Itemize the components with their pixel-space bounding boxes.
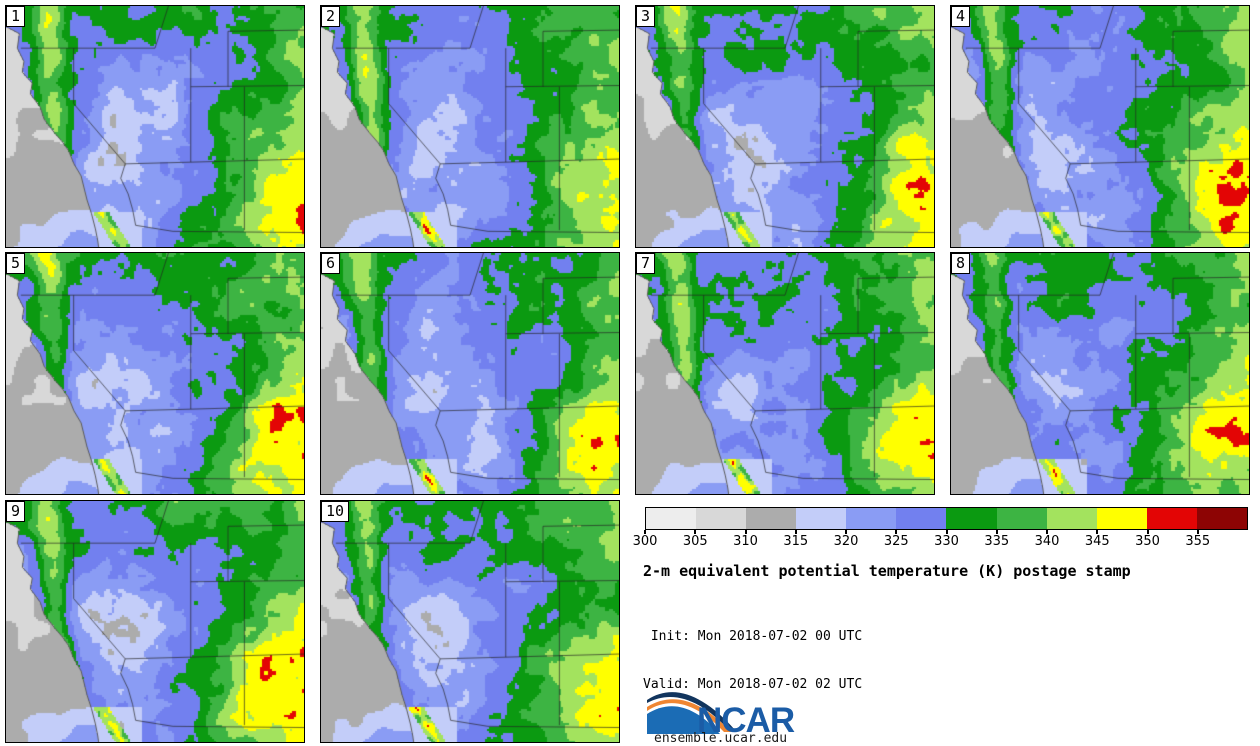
colorbar-tick [1096, 530, 1099, 534]
colorbar-segment [796, 508, 847, 529]
colorbar-tick-label: 310 [733, 534, 758, 549]
colorbar-segment [996, 508, 1047, 529]
map-stamp-panel: 10 [320, 500, 620, 743]
colorbar-tick [744, 530, 747, 534]
colorbar-tick-label: 305 [682, 534, 708, 549]
ncar-logo-text: NCAR [697, 701, 795, 736]
colorbar-tick-label: 350 [1135, 534, 1160, 549]
ncar-logo: NCAR [647, 692, 796, 736]
colorbar-tick-label: 300 [632, 534, 658, 549]
map-stamp-panel: 1 [5, 5, 305, 248]
colorbar-segment [1196, 508, 1247, 529]
colorbar-tick [694, 530, 697, 534]
colorbar-segment [1146, 508, 1197, 529]
map-canvas [950, 5, 1250, 248]
colorbar-tick-label: 345 [1084, 534, 1110, 549]
time-labels: Init: Mon 2018-07-02 00 UTC Valid: Mon 2… [643, 597, 862, 725]
colorbar-tick [895, 530, 898, 534]
figure-title: 2-m equivalent potential temperature (K)… [643, 562, 1131, 580]
colorbar-tick [1146, 530, 1149, 534]
colorbar-tick-label: 315 [783, 534, 809, 549]
map-stamp-panel: 2 [320, 5, 620, 248]
colorbar-segment [946, 508, 997, 529]
map-canvas [320, 500, 620, 743]
colorbar-segment [696, 508, 747, 529]
colorbar-tick-label: 325 [883, 534, 909, 549]
colorbar-tick-label: 340 [1034, 534, 1060, 549]
map-stamp-panel: 5 [5, 252, 305, 495]
map-stamp-panel: 8 [950, 252, 1250, 495]
panel-number-badge: 10 [321, 501, 350, 522]
ncar-logo-swoosh-icon [647, 692, 735, 734]
colorbar-segment [896, 508, 947, 529]
panel-number-badge: 9 [6, 501, 26, 522]
panel-number-badge: 4 [951, 6, 971, 27]
map-canvas [635, 252, 935, 495]
colorbar-tick [945, 530, 948, 534]
colorbar-tick-label: 330 [934, 534, 959, 549]
panel-number-badge: 5 [6, 253, 26, 274]
map-stamp-panel: 4 [950, 5, 1250, 248]
colorbar-segment [1096, 508, 1147, 529]
logo-site-url: ensemble.ucar.edu [654, 731, 788, 746]
map-stamp-panel: 3 [635, 5, 935, 248]
colorbar-segment [1046, 508, 1097, 529]
map-stamp-panel: 6 [320, 252, 620, 495]
panel-number-badge: 2 [321, 6, 341, 27]
colorbar-tick [845, 530, 847, 534]
colorbar-segment [646, 508, 697, 529]
colorbar-tick-label: 355 [1185, 534, 1211, 549]
colorbar-segment [746, 508, 797, 529]
valid-time-label: Valid: Mon 2018-07-02 02 UTC [643, 677, 863, 692]
panel-number-badge: 6 [321, 253, 341, 274]
init-time-label: Init: Mon 2018-07-02 00 UTC [643, 629, 863, 644]
panel-number-badge: 8 [951, 253, 971, 274]
map-stamp-panel: 9 [5, 500, 305, 743]
map-canvas [635, 5, 935, 248]
colorbar-tick [794, 530, 797, 534]
colorbar-tick-label: 335 [984, 534, 1010, 549]
colorbar [645, 507, 1248, 530]
map-stamp-panel: 7 [635, 252, 935, 495]
colorbar-tick [644, 530, 646, 534]
panel-number-badge: 1 [6, 6, 26, 27]
colorbar-tick [1196, 530, 1199, 534]
map-canvas [320, 5, 620, 248]
map-canvas [5, 252, 305, 495]
colorbar-segment [846, 508, 897, 529]
map-canvas [5, 500, 305, 743]
map-canvas [320, 252, 620, 495]
panel-number-badge: 7 [636, 253, 656, 274]
map-canvas [5, 5, 305, 248]
colorbar-tick-label: 320 [833, 534, 859, 549]
panel-number-badge: 3 [636, 6, 656, 27]
map-canvas [950, 252, 1250, 495]
colorbar-tick [1046, 530, 1048, 534]
colorbar-tick [995, 530, 998, 534]
